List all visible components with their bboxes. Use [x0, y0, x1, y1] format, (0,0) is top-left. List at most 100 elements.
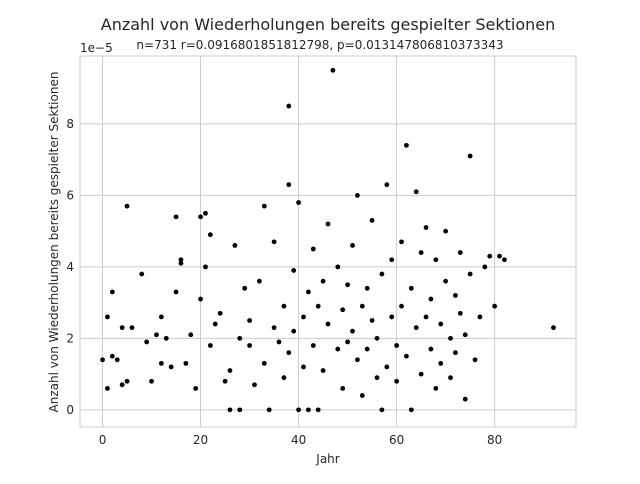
scatter-point: [291, 268, 297, 273]
scatter-point: [100, 357, 105, 363]
scatter-point: [364, 346, 370, 352]
scatter-point: [462, 396, 468, 402]
scatter-point: [207, 343, 213, 348]
scatter-point: [423, 225, 429, 230]
scatter-point: [242, 285, 248, 291]
scatter-point: [281, 303, 287, 309]
scatter-point: [374, 335, 380, 341]
scatter-point: [158, 314, 164, 320]
scatter-point: [433, 257, 439, 263]
scatter-point: [183, 360, 189, 366]
scatter-point: [418, 371, 424, 377]
scatter-point: [457, 250, 463, 255]
y-axis-label: Anzahl von Wiederholungen bereits gespie…: [47, 72, 61, 413]
x-tick-label: 80: [487, 433, 502, 447]
scatter-point: [291, 328, 297, 334]
scatter-point: [129, 325, 135, 331]
scatter-point: [286, 350, 292, 356]
scatter-point: [301, 314, 306, 320]
scatter-point: [472, 357, 478, 363]
scatter-point: [369, 218, 375, 223]
scatter-point: [320, 278, 326, 284]
scatter-point: [345, 339, 351, 345]
scatter-point: [203, 264, 208, 270]
scatter-point: [261, 360, 267, 366]
y-tick-label: 0: [66, 403, 74, 417]
scatter-point: [305, 407, 311, 413]
scatter-point: [217, 310, 223, 316]
scatter-point: [492, 303, 498, 309]
x-tick-label: 60: [389, 433, 404, 447]
scatter-point: [124, 203, 130, 209]
chart-title: Anzahl von Wiederholungen bereits gespie…: [101, 15, 556, 34]
scatter-point: [232, 243, 238, 248]
scatter-point: [271, 325, 277, 331]
scatter-point: [286, 182, 292, 188]
scatter-point: [163, 335, 169, 341]
scatter-point: [448, 375, 453, 381]
scatter-point: [467, 271, 473, 277]
scatter-point: [237, 335, 243, 341]
scatter-point: [428, 346, 434, 352]
scatter-point: [355, 192, 360, 198]
scatter-point: [247, 343, 252, 348]
scatter-point: [119, 325, 125, 331]
scatter-point: [320, 368, 326, 373]
scatter-point: [281, 375, 287, 381]
scatter-point: [438, 360, 444, 366]
grid: [80, 56, 576, 427]
scatter-point: [222, 378, 228, 384]
y-tick-label: 8: [66, 117, 74, 131]
scatter-point: [502, 257, 507, 263]
y-tick-label: 2: [66, 331, 74, 345]
scatter-point: [418, 250, 424, 255]
scatter-point: [379, 271, 385, 277]
scatter-point: [399, 303, 404, 309]
scatter-point: [340, 307, 346, 313]
chart-subtitle: n=731 r=0.0916801851812798, p=0.01314780…: [136, 38, 503, 52]
x-axis-label: Jahr: [315, 452, 339, 466]
scatter-point: [487, 253, 493, 259]
scatter-point: [207, 232, 213, 238]
scatter-point: [448, 335, 453, 341]
scatter-point: [325, 221, 331, 227]
scatter-point: [399, 239, 404, 245]
scatter-point: [261, 203, 267, 209]
scatter-point: [350, 243, 355, 248]
scatter-point: [394, 343, 400, 348]
scatter-point: [355, 357, 360, 363]
scatter-point: [394, 378, 400, 384]
scatter-point: [443, 278, 449, 284]
scatter-point: [443, 228, 449, 234]
x-tick-label: 0: [99, 433, 107, 447]
scatter-point: [276, 339, 282, 345]
scatter-point: [433, 385, 439, 391]
scatter-point: [305, 289, 311, 295]
scatter-point: [124, 378, 130, 384]
scatter-point: [340, 385, 346, 391]
scatter-point: [408, 407, 414, 413]
scatter-point: [413, 325, 419, 331]
scatter-point: [188, 332, 194, 338]
axes-frame: [79, 55, 577, 428]
scatter-point: [482, 264, 488, 270]
scatter-point: [109, 289, 115, 295]
scatter-point: [198, 296, 203, 302]
scatter-point: [359, 303, 365, 309]
scatter-point: [193, 385, 199, 391]
scatter-point: [384, 364, 390, 370]
x-tick-label: 40: [291, 433, 306, 447]
tick-labels: 0 20 40 60 80 0 2 4 6 8: [66, 117, 502, 447]
scatter-point: [203, 210, 208, 216]
scatter-point: [423, 314, 429, 320]
scatter-point: [350, 328, 355, 334]
scatter-point: [173, 289, 179, 295]
scatter-point: [438, 321, 444, 327]
scatter-point: [296, 407, 301, 413]
scatter-point: [237, 407, 243, 413]
y-tick-label: 4: [66, 260, 74, 274]
scatter-point: [374, 375, 380, 381]
scatter-point: [369, 318, 375, 323]
